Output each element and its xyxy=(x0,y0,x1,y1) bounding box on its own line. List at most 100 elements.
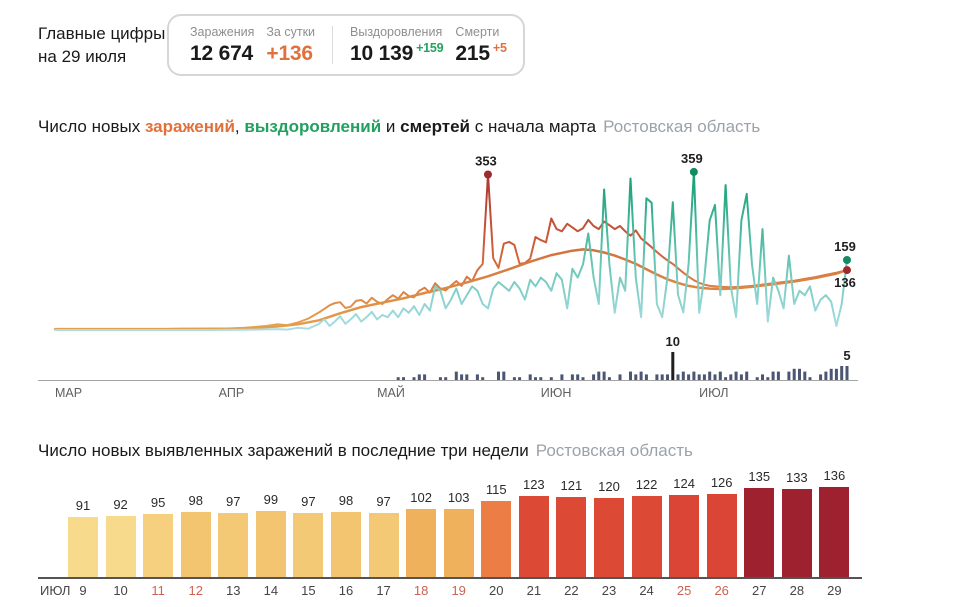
annotation-last-infections: 136 xyxy=(834,275,856,290)
deaths-bar xyxy=(518,377,522,380)
deaths-bar xyxy=(655,374,659,380)
stat-value: 10 139 +159 xyxy=(350,40,444,65)
bar-value-label: 98 xyxy=(338,493,354,508)
deaths-bar xyxy=(792,368,796,380)
deaths-bar xyxy=(787,371,791,380)
stat-label: Выздоровления xyxy=(350,24,443,39)
deaths-bar xyxy=(497,371,500,380)
deaths-bar xyxy=(539,377,543,380)
day-bar[interactable] xyxy=(143,514,174,577)
deaths-bar xyxy=(666,374,669,380)
bar-value-label: 115 xyxy=(485,482,507,497)
day-bar[interactable] xyxy=(105,516,136,577)
day-label: 9 xyxy=(79,583,87,598)
day-bar[interactable] xyxy=(255,511,286,577)
bar-value-label: 133 xyxy=(785,470,808,485)
day-bar[interactable] xyxy=(481,501,512,577)
day-label: 17 xyxy=(376,583,391,598)
day-label: 24 xyxy=(639,583,654,598)
day-bar[interactable] xyxy=(443,509,474,577)
bar-value-label: 102 xyxy=(410,490,432,505)
day-bar[interactable] xyxy=(744,488,775,577)
word-recoveries: выздоровлений xyxy=(244,117,382,136)
day-bar[interactable] xyxy=(593,498,624,577)
deaths-bar xyxy=(639,371,643,380)
day-bar[interactable] xyxy=(819,487,850,577)
stat-recoveries-total: Выздоровления 10 139 +159 xyxy=(350,24,444,66)
region-label: Ростовская область xyxy=(535,441,693,460)
day-label: 14 xyxy=(263,583,279,598)
stat-value: +136 xyxy=(266,41,313,65)
deaths-bar xyxy=(576,374,580,380)
stat-delta: +159 xyxy=(416,40,444,55)
stat-delta: +5 xyxy=(492,40,507,55)
deaths-bar xyxy=(845,366,849,380)
day-label: 10 xyxy=(113,583,128,598)
day-label: 18 xyxy=(413,583,429,598)
three-weeks-bar-chart[interactable]: ИЮЛ 91 9 92 10 95 11 98 12 97 13 99 14 97 15 98 16 97 17 1… xyxy=(38,468,862,607)
stat-deaths-total: Смерти 215 +5 xyxy=(455,25,507,66)
day-bar[interactable] xyxy=(330,512,361,577)
deaths-bar xyxy=(766,377,770,380)
deaths-bar xyxy=(592,374,596,380)
month-tick-label: МАР xyxy=(55,386,82,400)
deaths-bar xyxy=(512,377,516,380)
bar-value-label: 103 xyxy=(447,490,470,505)
page-title-line2: на 29 июля xyxy=(38,47,127,66)
day-bar[interactable] xyxy=(556,497,587,577)
day-bar[interactable] xyxy=(218,513,249,577)
card-divider xyxy=(332,26,334,64)
day-bar[interactable] xyxy=(781,489,812,577)
word-deaths: смертей xyxy=(400,117,471,136)
day-label: 11 xyxy=(151,583,165,598)
deaths-bar xyxy=(702,374,706,380)
bar-value-label: 123 xyxy=(522,477,545,492)
day-bar[interactable] xyxy=(368,513,399,577)
bar-value-label: 136 xyxy=(823,468,846,483)
day-bar[interactable] xyxy=(293,513,324,577)
deaths-bar xyxy=(771,371,775,380)
deaths-bar xyxy=(618,374,622,380)
deaths-bar xyxy=(681,371,685,380)
deaths-bar xyxy=(718,371,722,380)
month-tick-label: ИЮЛ xyxy=(699,386,728,400)
deaths-bar xyxy=(607,377,611,380)
day-bar[interactable] xyxy=(669,495,700,577)
deaths-bar xyxy=(402,377,405,380)
deaths-bar xyxy=(528,374,532,380)
month-tick-label: ИЮН xyxy=(541,386,572,400)
day-bar[interactable] xyxy=(518,496,549,577)
region-label: Ростовская область xyxy=(603,117,761,136)
deaths-bar xyxy=(713,374,717,380)
annotation-peak-infections: 353 xyxy=(475,154,497,169)
annotation-peak-recoveries: 359 xyxy=(681,151,703,166)
deaths-bar xyxy=(502,371,506,380)
day-label: 15 xyxy=(301,583,316,598)
bar-value-label: 98 xyxy=(188,493,203,508)
day-bar[interactable] xyxy=(406,509,437,577)
stat-infections-total: Заражения 12 674 xyxy=(190,25,254,66)
deaths-bar xyxy=(676,374,680,380)
deaths-bar xyxy=(570,374,574,380)
bar-value-label: 97 xyxy=(376,494,391,509)
day-label: 23 xyxy=(601,583,617,598)
deaths-bar xyxy=(697,374,701,380)
deaths-bar xyxy=(745,371,749,380)
day-bar[interactable] xyxy=(631,496,662,577)
deaths-bar xyxy=(708,371,712,380)
bar-value-label: 97 xyxy=(301,494,316,509)
day-label: 19 xyxy=(451,583,466,598)
deaths-bar xyxy=(692,371,696,380)
month-tick-label: МАЙ xyxy=(377,385,405,400)
annotation-last-deaths: 5 xyxy=(843,348,850,363)
deaths-bar xyxy=(687,374,691,380)
day-bar[interactable] xyxy=(68,517,98,577)
deaths-bar xyxy=(396,377,400,380)
stat-value: 12 674 xyxy=(190,41,254,65)
deaths-bar xyxy=(819,374,823,380)
day-label: 29 xyxy=(827,583,842,598)
day-bar[interactable] xyxy=(706,494,737,577)
day-bar[interactable] xyxy=(180,512,211,577)
